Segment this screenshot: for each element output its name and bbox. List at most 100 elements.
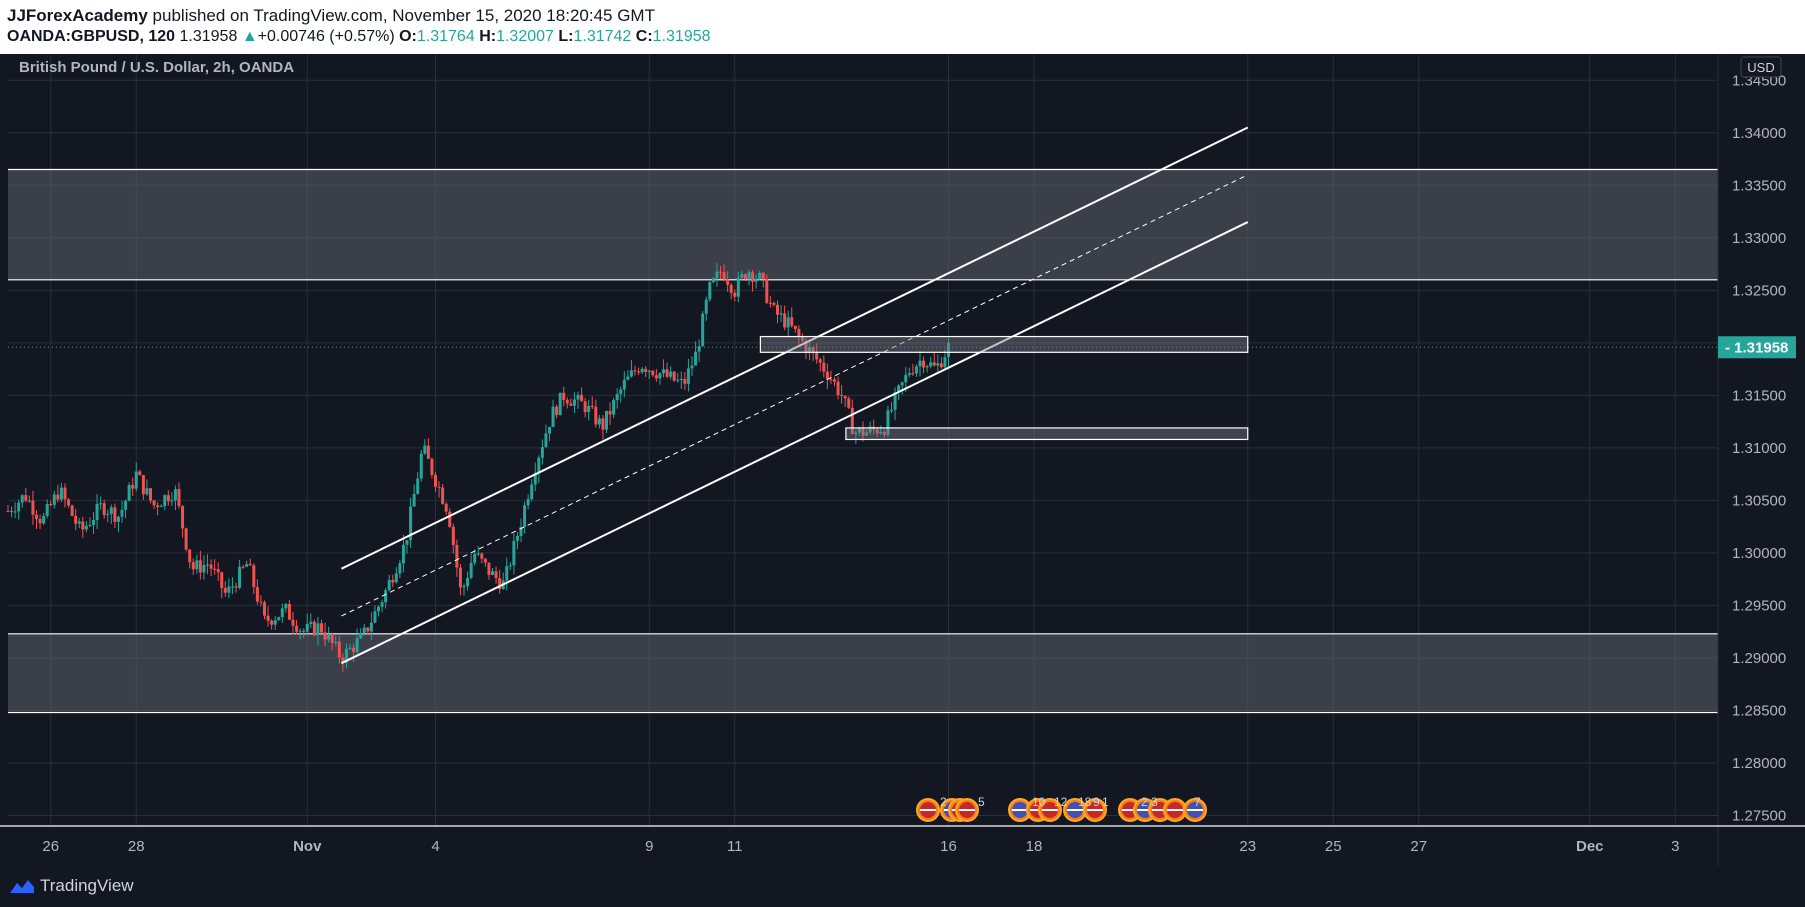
candle (555, 404, 559, 419)
candle (298, 628, 302, 640)
candle-body (337, 641, 341, 658)
candle (914, 364, 918, 377)
candle (790, 307, 794, 328)
candle (633, 365, 637, 376)
candle-body (594, 406, 598, 425)
candle (441, 483, 445, 505)
candle-body (124, 500, 128, 510)
candle-body (608, 410, 612, 415)
candle-body (783, 313, 787, 328)
candle-body (184, 528, 188, 550)
candle-body (825, 371, 829, 380)
candle-body (387, 579, 391, 591)
candle-body (31, 500, 35, 515)
chart-area[interactable]: 2 5 10 12 18 9 1 2 3 7 1.34500 1.34000 1.33500 1.330… (0, 54, 1805, 866)
candle (565, 397, 569, 409)
candle-body (416, 478, 420, 494)
candle (726, 271, 730, 292)
candle-body (359, 632, 363, 639)
price-tick-label: 1.29500 (1732, 597, 1786, 614)
candle-body (793, 325, 797, 329)
candle (348, 643, 352, 650)
tradingview-logo[interactable]: TradingView (8, 876, 134, 896)
candle-body (640, 368, 644, 373)
time-tick-label: 25 (1325, 838, 1342, 855)
candle (847, 396, 851, 410)
candle (99, 496, 103, 510)
candle (501, 572, 505, 590)
candle-body (580, 394, 584, 402)
candle (583, 397, 587, 418)
time-tick-label: 27 (1410, 838, 1427, 855)
event-count-label: 5 (978, 795, 985, 809)
candle-body (70, 505, 74, 516)
candle (572, 392, 576, 413)
candle (865, 429, 869, 437)
candle-body (198, 560, 202, 573)
candle (783, 305, 787, 331)
candle (173, 485, 177, 511)
candle-body (270, 620, 274, 625)
candles (6, 263, 950, 672)
resistance-zone-fill (8, 169, 1718, 280)
candle (786, 310, 790, 338)
candle-body (202, 564, 206, 573)
candle (330, 632, 334, 651)
candle-body (434, 474, 437, 487)
candle-body (230, 586, 234, 588)
candle (833, 376, 836, 387)
candle (20, 494, 24, 508)
candle (352, 643, 356, 662)
candle-body (765, 278, 769, 303)
candle-body (768, 302, 772, 304)
candle (95, 494, 99, 530)
candle-body (74, 515, 78, 524)
candle (886, 405, 890, 437)
candle (629, 359, 633, 378)
candle (309, 613, 313, 629)
candle (640, 367, 644, 374)
symbol-name[interactable]: OANDA:GBPUSD (7, 28, 140, 45)
author-name[interactable]: JJForexAcademy (7, 6, 148, 25)
candle-body (893, 392, 897, 410)
price-tick-label: 1.27500 (1732, 807, 1786, 824)
candle-body (875, 429, 879, 434)
time-tick-label: Dec (1576, 838, 1604, 855)
candle (206, 554, 209, 575)
candle (295, 620, 299, 635)
candle-body (394, 573, 398, 583)
candle (925, 364, 929, 373)
candle (747, 269, 751, 286)
channel-middle-line (341, 174, 1248, 617)
currency-badge[interactable]: USD (1740, 56, 1782, 78)
candle (259, 595, 263, 607)
price-chart[interactable]: 2 5 10 12 18 9 1 2 3 7 1.345001.340001.335001.330… (0, 54, 1805, 866)
candle-body (904, 374, 908, 383)
candle-body (672, 371, 676, 381)
candle (77, 518, 81, 529)
candle (248, 558, 252, 566)
candle (391, 574, 395, 588)
candle-body (929, 362, 933, 367)
candle (131, 477, 135, 497)
candle-body (99, 503, 103, 505)
candle (512, 533, 516, 575)
candle (797, 325, 801, 346)
candle-body (647, 370, 651, 372)
candle-body (63, 487, 67, 500)
interval: 120 (148, 28, 176, 45)
candle-body (918, 360, 922, 367)
candle-body (377, 606, 380, 612)
candle-body (412, 493, 416, 507)
candle (711, 276, 715, 284)
candle-body (922, 360, 926, 368)
price-tick-label: 1.29000 (1732, 650, 1786, 667)
candle (384, 587, 388, 609)
candle (387, 574, 391, 592)
candle-body (213, 568, 217, 570)
candle-body (629, 370, 633, 377)
candle-body (149, 488, 152, 501)
event-badge (916, 798, 940, 822)
candle-body (24, 495, 28, 501)
candle (394, 566, 398, 584)
